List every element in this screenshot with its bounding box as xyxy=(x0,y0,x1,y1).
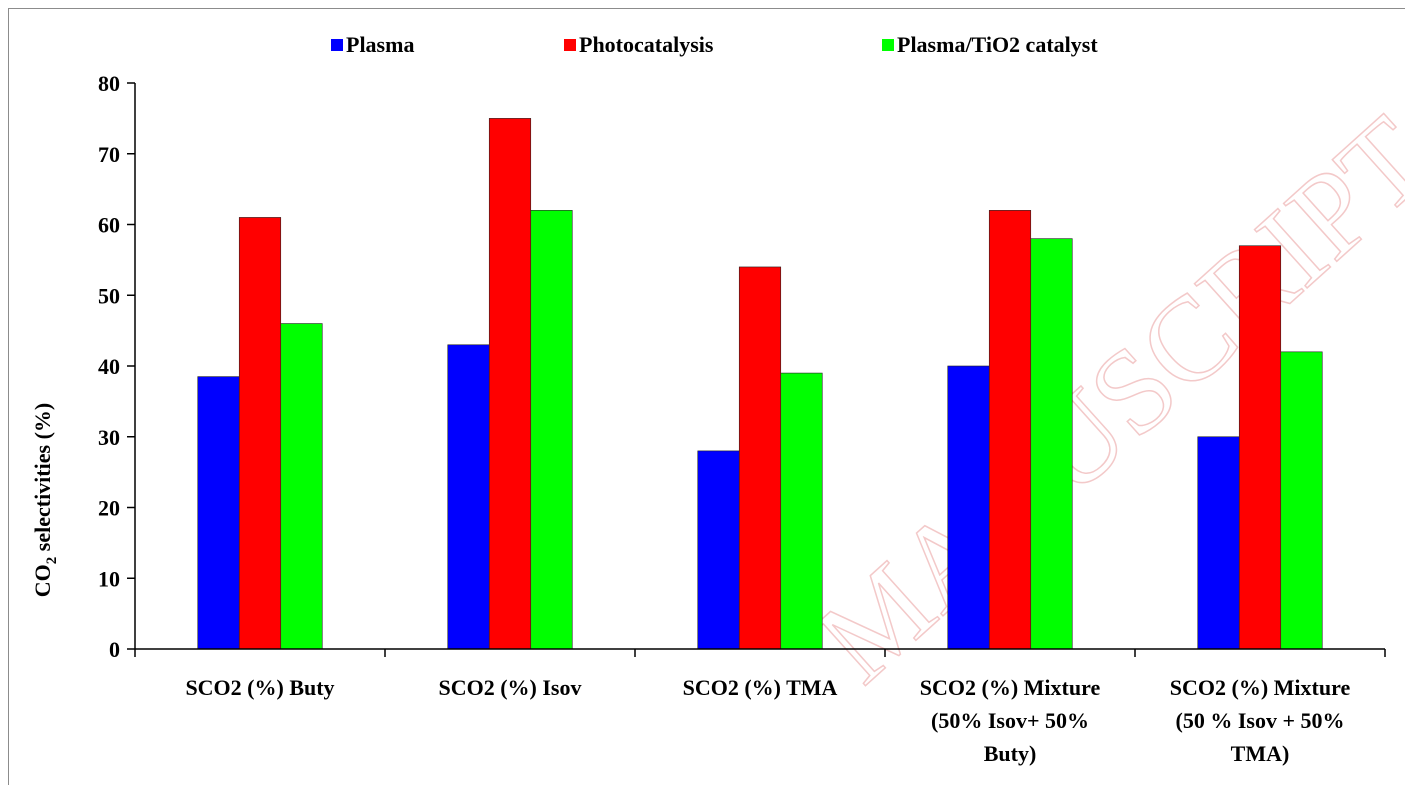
y-tick-label: 40 xyxy=(98,354,120,379)
x-tick-label: (50 % Isov + 50% xyxy=(1176,708,1345,733)
bar-plasma-tio2-catalyst xyxy=(1280,351,1323,650)
bar-photocatalysis xyxy=(488,118,532,650)
x-tick-label: SCO2 (%) Mixture xyxy=(1170,675,1351,700)
bar-plasma xyxy=(197,376,240,650)
bar-plasma-tio2-catalyst xyxy=(780,372,823,650)
y-tick-label: 30 xyxy=(98,425,120,450)
y-tick-label: 10 xyxy=(98,566,120,591)
legend-swatch xyxy=(331,39,343,51)
bar-plasma-tio2-catalyst xyxy=(530,210,573,650)
bar-photocatalysis xyxy=(988,210,1032,650)
bar-plasma xyxy=(447,344,490,650)
legend-label: Photocatalysis xyxy=(579,32,714,57)
bar-plasma-tio2-catalyst xyxy=(280,323,323,650)
bar-plasma xyxy=(947,365,990,650)
y-tick-label: 70 xyxy=(98,142,120,167)
x-tick-label: SCO2 (%) Isov xyxy=(438,675,581,700)
legend-label: Plasma/TiO2 catalyst xyxy=(897,32,1098,57)
bar-photocatalysis xyxy=(1238,245,1282,650)
x-tick-label: (50% Isov+ 50% xyxy=(931,708,1089,733)
bar-photocatalysis xyxy=(738,266,782,650)
bar-plasma-tio2-catalyst xyxy=(1030,238,1073,650)
legend-label: Plasma xyxy=(346,32,414,57)
y-tick-label: 60 xyxy=(98,213,120,238)
x-tick-label: SCO2 (%) Buty xyxy=(185,675,334,700)
x-tick-label: TMA) xyxy=(1231,741,1290,766)
x-tick-label: SCO2 (%) TMA xyxy=(683,675,838,700)
bar-plasma xyxy=(697,450,740,650)
x-axis: SCO2 (%) Buty SCO2 (%) Isov SCO2 (%) TMA SC… xyxy=(134,648,1386,766)
bars-group xyxy=(197,118,1323,650)
legend-swatch xyxy=(564,39,576,51)
y-axis-title: CO2 selectivities (%) xyxy=(30,403,60,597)
bar-photocatalysis xyxy=(238,217,282,650)
y-axis: 0 10 20 30 40 50 60 70 80 xyxy=(98,71,136,662)
legend-swatch xyxy=(882,39,894,51)
x-tick-label: Buty) xyxy=(984,741,1037,766)
y-tick-label: 20 xyxy=(98,496,120,521)
y-tick-label: 50 xyxy=(98,283,120,308)
y-tick-label: 0 xyxy=(109,637,120,662)
chart-frame xyxy=(8,8,1405,785)
legend: Plasma Photocatalysis Plasma/TiO2 catalyst xyxy=(331,32,1098,57)
y-tick-label: 80 xyxy=(98,71,120,96)
x-tick-label: SCO2 (%) Mixture xyxy=(920,675,1101,700)
bar-plasma xyxy=(1197,436,1240,650)
